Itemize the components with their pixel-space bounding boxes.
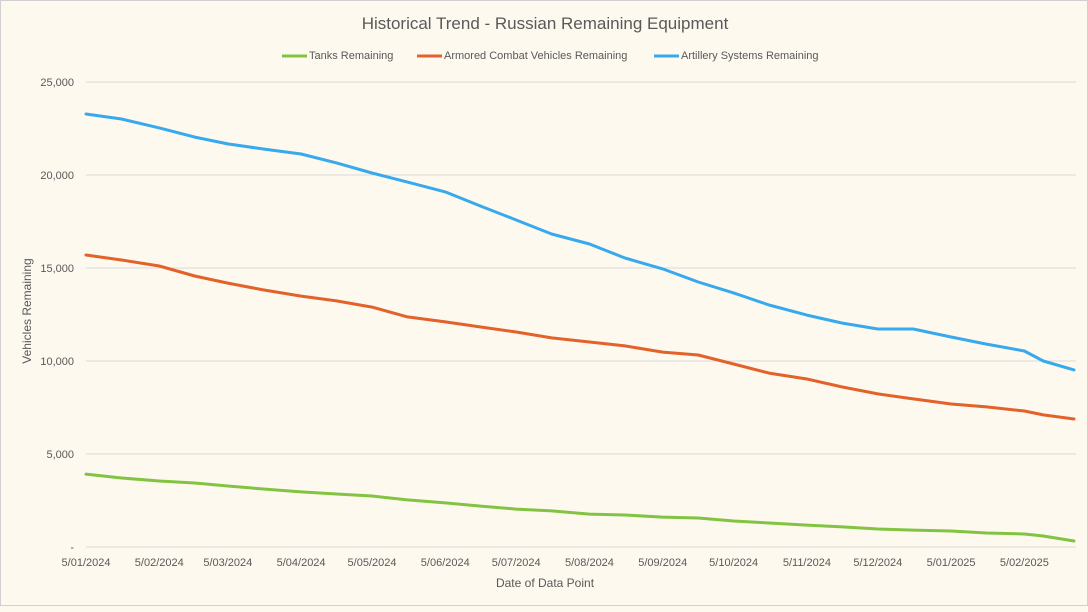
x-tick-label: 5/03/2024 <box>203 557 252 569</box>
legend-label: Armored Combat Vehicles Remaining <box>444 50 627 62</box>
y-tick-label: 25,000 <box>40 77 74 89</box>
y-tick-label: 10,000 <box>40 356 74 368</box>
y-tick-label: 20,000 <box>40 170 74 182</box>
x-tick-label: 5/08/2024 <box>565 557 614 569</box>
x-tick-label: 5/11/2024 <box>783 557 831 569</box>
chart-title: Historical Trend - Russian Remaining Equ… <box>362 14 729 33</box>
y-tick-label: 5,000 <box>46 449 74 461</box>
legend-label: Tanks Remaining <box>309 50 393 62</box>
series-line-1 <box>84 253 1076 421</box>
x-tick-label: 5/07/2024 <box>492 557 541 569</box>
x-tick-label: 5/01/2025 <box>927 557 976 569</box>
y-axis-ticks: - 5,000 10,000 15,000 20,000 25,000 <box>40 77 74 554</box>
gridlines <box>86 81 1076 548</box>
legend-item: Armored Combat Vehicles Remaining <box>417 50 627 62</box>
x-tick-label: 5/05/2024 <box>348 557 397 569</box>
series-line-0 <box>84 472 1076 543</box>
legend-label: Artillery Systems Remaining <box>681 50 819 62</box>
y-tick-label: - <box>70 542 74 554</box>
x-tick-label: 5/12/2024 <box>853 557 902 569</box>
legend-item: Tanks Remaining <box>282 50 393 62</box>
y-tick-label: 15,000 <box>40 263 74 275</box>
x-tick-label: 5/01/2024 <box>62 557 111 569</box>
series-lines <box>84 112 1076 543</box>
y-axis-title: Vehicles Remaining <box>20 258 34 363</box>
series-line-2 <box>84 112 1076 372</box>
x-tick-label: 5/10/2024 <box>709 557 758 569</box>
x-tick-label: 5/02/2024 <box>135 557 184 569</box>
x-tick-label: 5/02/2025 <box>1000 557 1049 569</box>
x-tick-label: 5/04/2024 <box>277 557 326 569</box>
x-tick-label: 5/09/2024 <box>638 557 687 569</box>
x-axis-title: Date of Data Point <box>496 576 595 590</box>
legend-item: Artillery Systems Remaining <box>654 50 819 62</box>
legend: Tanks Remaining Armored Combat Vehicles R… <box>282 50 819 62</box>
x-axis-ticks: 5/01/2024 5/02/2024 5/03/2024 5/04/2024 5/05… <box>62 557 1049 569</box>
x-tick-label: 5/06/2024 <box>421 557 470 569</box>
